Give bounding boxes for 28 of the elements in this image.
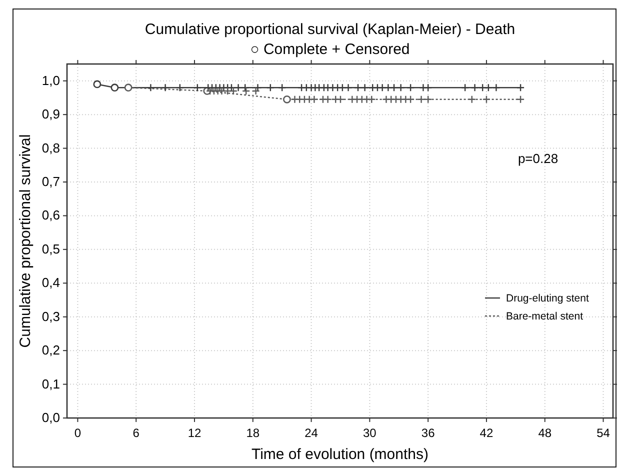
y-tick-label: 1,0	[42, 72, 60, 88]
y-tick-label: 0,9	[42, 106, 60, 122]
y-tick-label: 0,6	[42, 208, 60, 223]
x-tick-label: 18	[246, 426, 260, 440]
y-tick-label: 0,4	[42, 275, 60, 290]
x-tick-label: 12	[188, 426, 202, 440]
x-tick-label: 36	[421, 426, 436, 440]
legend-label: Drug-eluting stent	[506, 292, 589, 304]
chart-subtitle: ○ Complete + Censored	[250, 41, 410, 58]
x-tick-label: 0	[74, 426, 82, 440]
y-tick-label: 0,5	[42, 241, 60, 256]
y-tick-label: 0,7	[42, 174, 60, 189]
x-tick-label: 54	[596, 426, 610, 440]
x-tick-label: 48	[538, 426, 552, 440]
y-axis-title: Cumulative proportional survival	[17, 134, 34, 348]
y-tick-label: 0,1	[42, 376, 60, 392]
y-tick-label: 0,2	[42, 342, 60, 358]
annotation: p=0.28	[518, 151, 558, 166]
chart-title: Cumulative proportional survival (Kaplan-Meier) - Death	[144, 21, 516, 38]
x-tick-label: 42	[480, 426, 494, 440]
x-tick-label: 24	[304, 426, 318, 440]
legend-label: Bare-metal stent	[506, 310, 584, 322]
x-axis-title: Time of evolution (months)	[251, 446, 429, 463]
y-tick-label: 0,3	[42, 308, 60, 324]
y-tick-label: 0,0	[42, 410, 60, 425]
y-tick-label: 0,8	[42, 140, 60, 156]
x-tick-label: 30	[363, 426, 377, 440]
x-tick-label: 6	[132, 426, 140, 440]
